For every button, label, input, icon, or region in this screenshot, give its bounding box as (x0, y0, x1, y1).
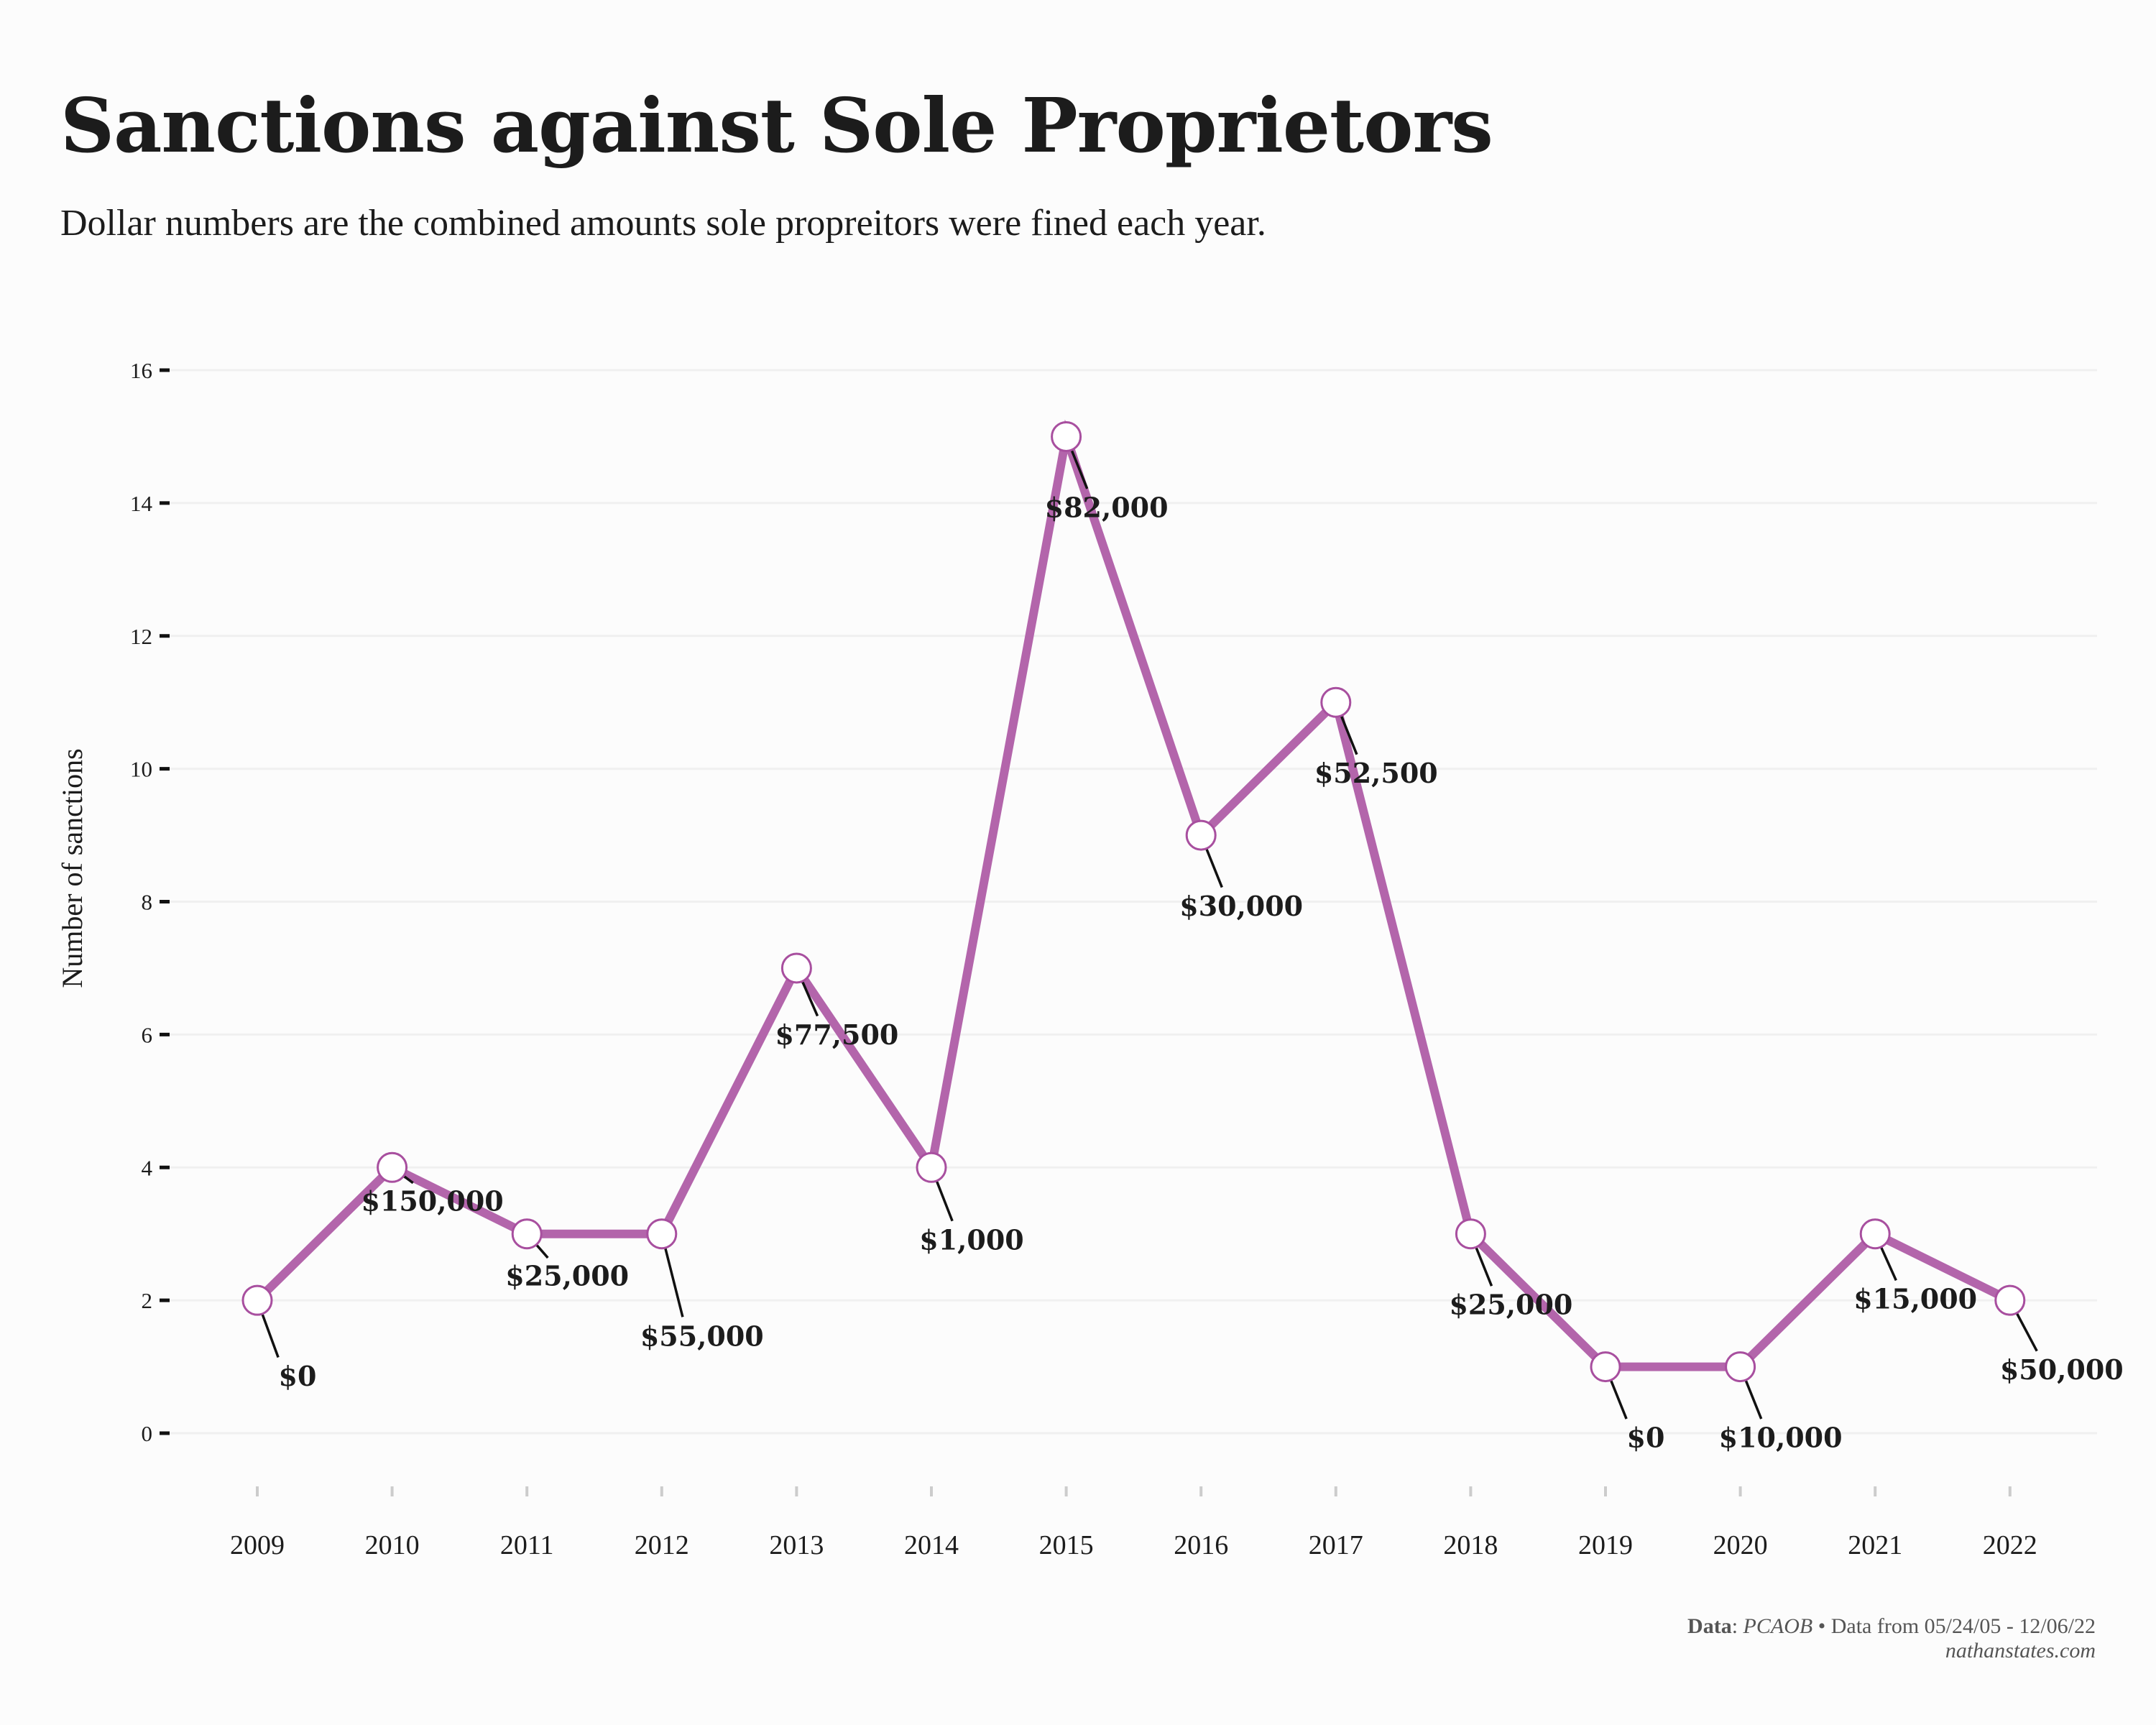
x-tick-label: 2020 (1713, 1530, 1768, 1560)
source-name: PCAOB (1743, 1614, 1813, 1638)
date-range: Data from 05/24/05 - 12/06/22 (1830, 1614, 2096, 1638)
caption-separator: • (1812, 1614, 1831, 1638)
y-tick-label: 4 (142, 1155, 153, 1180)
y-tick-label: 0 (142, 1421, 153, 1446)
data-point (1590, 1351, 1621, 1383)
y-axis-label: Number of sanctions (56, 748, 88, 988)
data-point (1320, 686, 1352, 718)
data-point (377, 1151, 408, 1183)
data-point (646, 1218, 678, 1250)
data-point (780, 952, 812, 984)
data-point (1051, 420, 1082, 452)
y-axis: 0 2 4 6 8 10 12 14 16 (130, 358, 170, 1446)
data-point (1455, 1218, 1486, 1250)
y-tick-label: 8 (142, 890, 153, 915)
annotation-label: $55,000 (640, 1320, 764, 1353)
annotation-label: $77,500 (775, 1018, 898, 1051)
series-line (253, 419, 2014, 1371)
annotation-label: $25,000 (505, 1260, 629, 1292)
x-tick-label: 2013 (769, 1530, 824, 1560)
annotation-label: $10,000 (1719, 1422, 1843, 1454)
x-tick-label: 2022 (1983, 1530, 2037, 1560)
data-point (916, 1151, 947, 1183)
x-tick-label: 2010 (365, 1530, 420, 1560)
y-tick-label: 14 (130, 491, 153, 516)
y-tick-label: 10 (130, 757, 152, 782)
x-tick-label: 2018 (1443, 1530, 1498, 1560)
annotation-label: $0 (279, 1360, 317, 1392)
x-tick-label: 2014 (904, 1530, 959, 1560)
markers (241, 420, 2026, 1383)
annotation-label: $30,000 (1179, 890, 1303, 922)
data-point (241, 1284, 273, 1316)
x-tick-label: 2015 (1039, 1530, 1094, 1560)
data-point (511, 1218, 543, 1250)
source-caption: Data: PCAOB • Data from 05/24/05 - 12/06… (1687, 1614, 2096, 1663)
site-credit: nathanstates.com (1945, 1639, 2096, 1662)
gridlines (165, 369, 2097, 1435)
annotation-label: $0 (1627, 1422, 1665, 1454)
annotation-label: $25,000 (1449, 1289, 1572, 1321)
x-tick-label: 2016 (1174, 1530, 1228, 1560)
data-point (1859, 1218, 1891, 1250)
x-tick-label: 2017 (1309, 1530, 1363, 1560)
data-point (1725, 1351, 1756, 1383)
annotation-label: $1,000 (919, 1223, 1023, 1256)
data-point (1994, 1284, 2026, 1316)
data-label: Data (1687, 1614, 1732, 1638)
y-tick-label: 2 (142, 1288, 153, 1313)
x-tick-label: 2021 (1848, 1530, 1902, 1560)
annotation-label: $52,500 (1314, 757, 1438, 789)
series-layer (253, 419, 2014, 1371)
x-tick-label: 2011 (500, 1530, 554, 1560)
data-point (1185, 819, 1217, 851)
chart-title: Sanctions against Sole Proprietors (60, 81, 1493, 170)
y-tick-label: 6 (142, 1022, 153, 1047)
annotation-label: $15,000 (1853, 1283, 1977, 1315)
annotation-label: $50,000 (2000, 1353, 2124, 1386)
x-axis: 2009 2010 2011 2012 2013 2014 2015 2016 2017 2018… (230, 1486, 2037, 1560)
source-line: Data: PCAOB • Data from 05/24/05 - 12/06… (1687, 1614, 2096, 1638)
x-tick-label: 2019 (1578, 1530, 1633, 1560)
y-tick-label: 16 (130, 358, 152, 383)
annotation-label: $82,000 (1045, 491, 1169, 523)
y-tick-label: 12 (130, 624, 152, 649)
x-tick-label: 2012 (635, 1530, 689, 1560)
annotation-labels: $0 $150,000 $25,000 $55,000 $77,500 $1,000 $82… (279, 491, 2124, 1453)
annotation-label: $150,000 (361, 1184, 503, 1217)
chart-subtitle: Dollar numbers are the combined amounts … (60, 203, 1266, 244)
x-tick-label: 2009 (230, 1530, 285, 1560)
